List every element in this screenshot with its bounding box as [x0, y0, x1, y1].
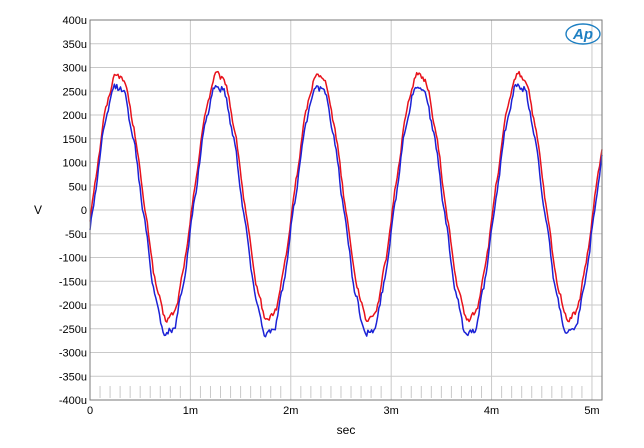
series-line-1 [89, 70, 603, 323]
ap-logo-ring [565, 23, 601, 45]
y-tick-label: 150u [63, 134, 87, 146]
x-tick-labels: 0 1m 2m 3m 4m 5m [87, 405, 600, 417]
x-tick-label: 4m [484, 405, 499, 417]
y-tick-label: -350u [59, 371, 87, 383]
y-tick-label: 200u [63, 110, 87, 122]
x-tick-label: 0 [87, 405, 93, 417]
x-tick-label: 3m [384, 405, 399, 417]
y-tick-label: 0 [81, 205, 87, 217]
series-line-2 [89, 83, 603, 338]
y-tick-label: 50u [69, 181, 87, 193]
x-axis-label: sec [337, 423, 356, 437]
x-tick-label: 5m [584, 405, 599, 417]
y-tick-label: -100u [59, 253, 87, 265]
minor-ticks [99, 386, 583, 398]
x-tick-label: 2m [283, 405, 298, 417]
x-tick-label: 1m [183, 405, 198, 417]
y-tick-label: 350u [63, 39, 87, 51]
ap-logo: Ap [565, 23, 601, 45]
series-layer [89, 70, 603, 338]
ap-logo-text: Ap [572, 26, 593, 43]
y-tick-label: -200u [59, 300, 87, 312]
y-tick-label: 250u [63, 86, 87, 98]
y-tick-label: -50u [65, 229, 87, 241]
y-tick-label: -300u [59, 348, 87, 360]
y-tick-label: 100u [63, 158, 87, 170]
y-tick-labels: 400u 350u 300u 250u 200u 150u 100u 50u 0 -50u -100… [59, 15, 87, 407]
y-tick-label: -250u [59, 324, 87, 336]
y-tick-label: -400u [59, 395, 87, 407]
y-tick-label: 400u [63, 15, 87, 27]
plot-frame [89, 19, 603, 401]
y-tick-label: -150u [59, 276, 87, 288]
y-tick-label: 300u [63, 63, 87, 75]
y-axis-label: V [34, 203, 42, 217]
